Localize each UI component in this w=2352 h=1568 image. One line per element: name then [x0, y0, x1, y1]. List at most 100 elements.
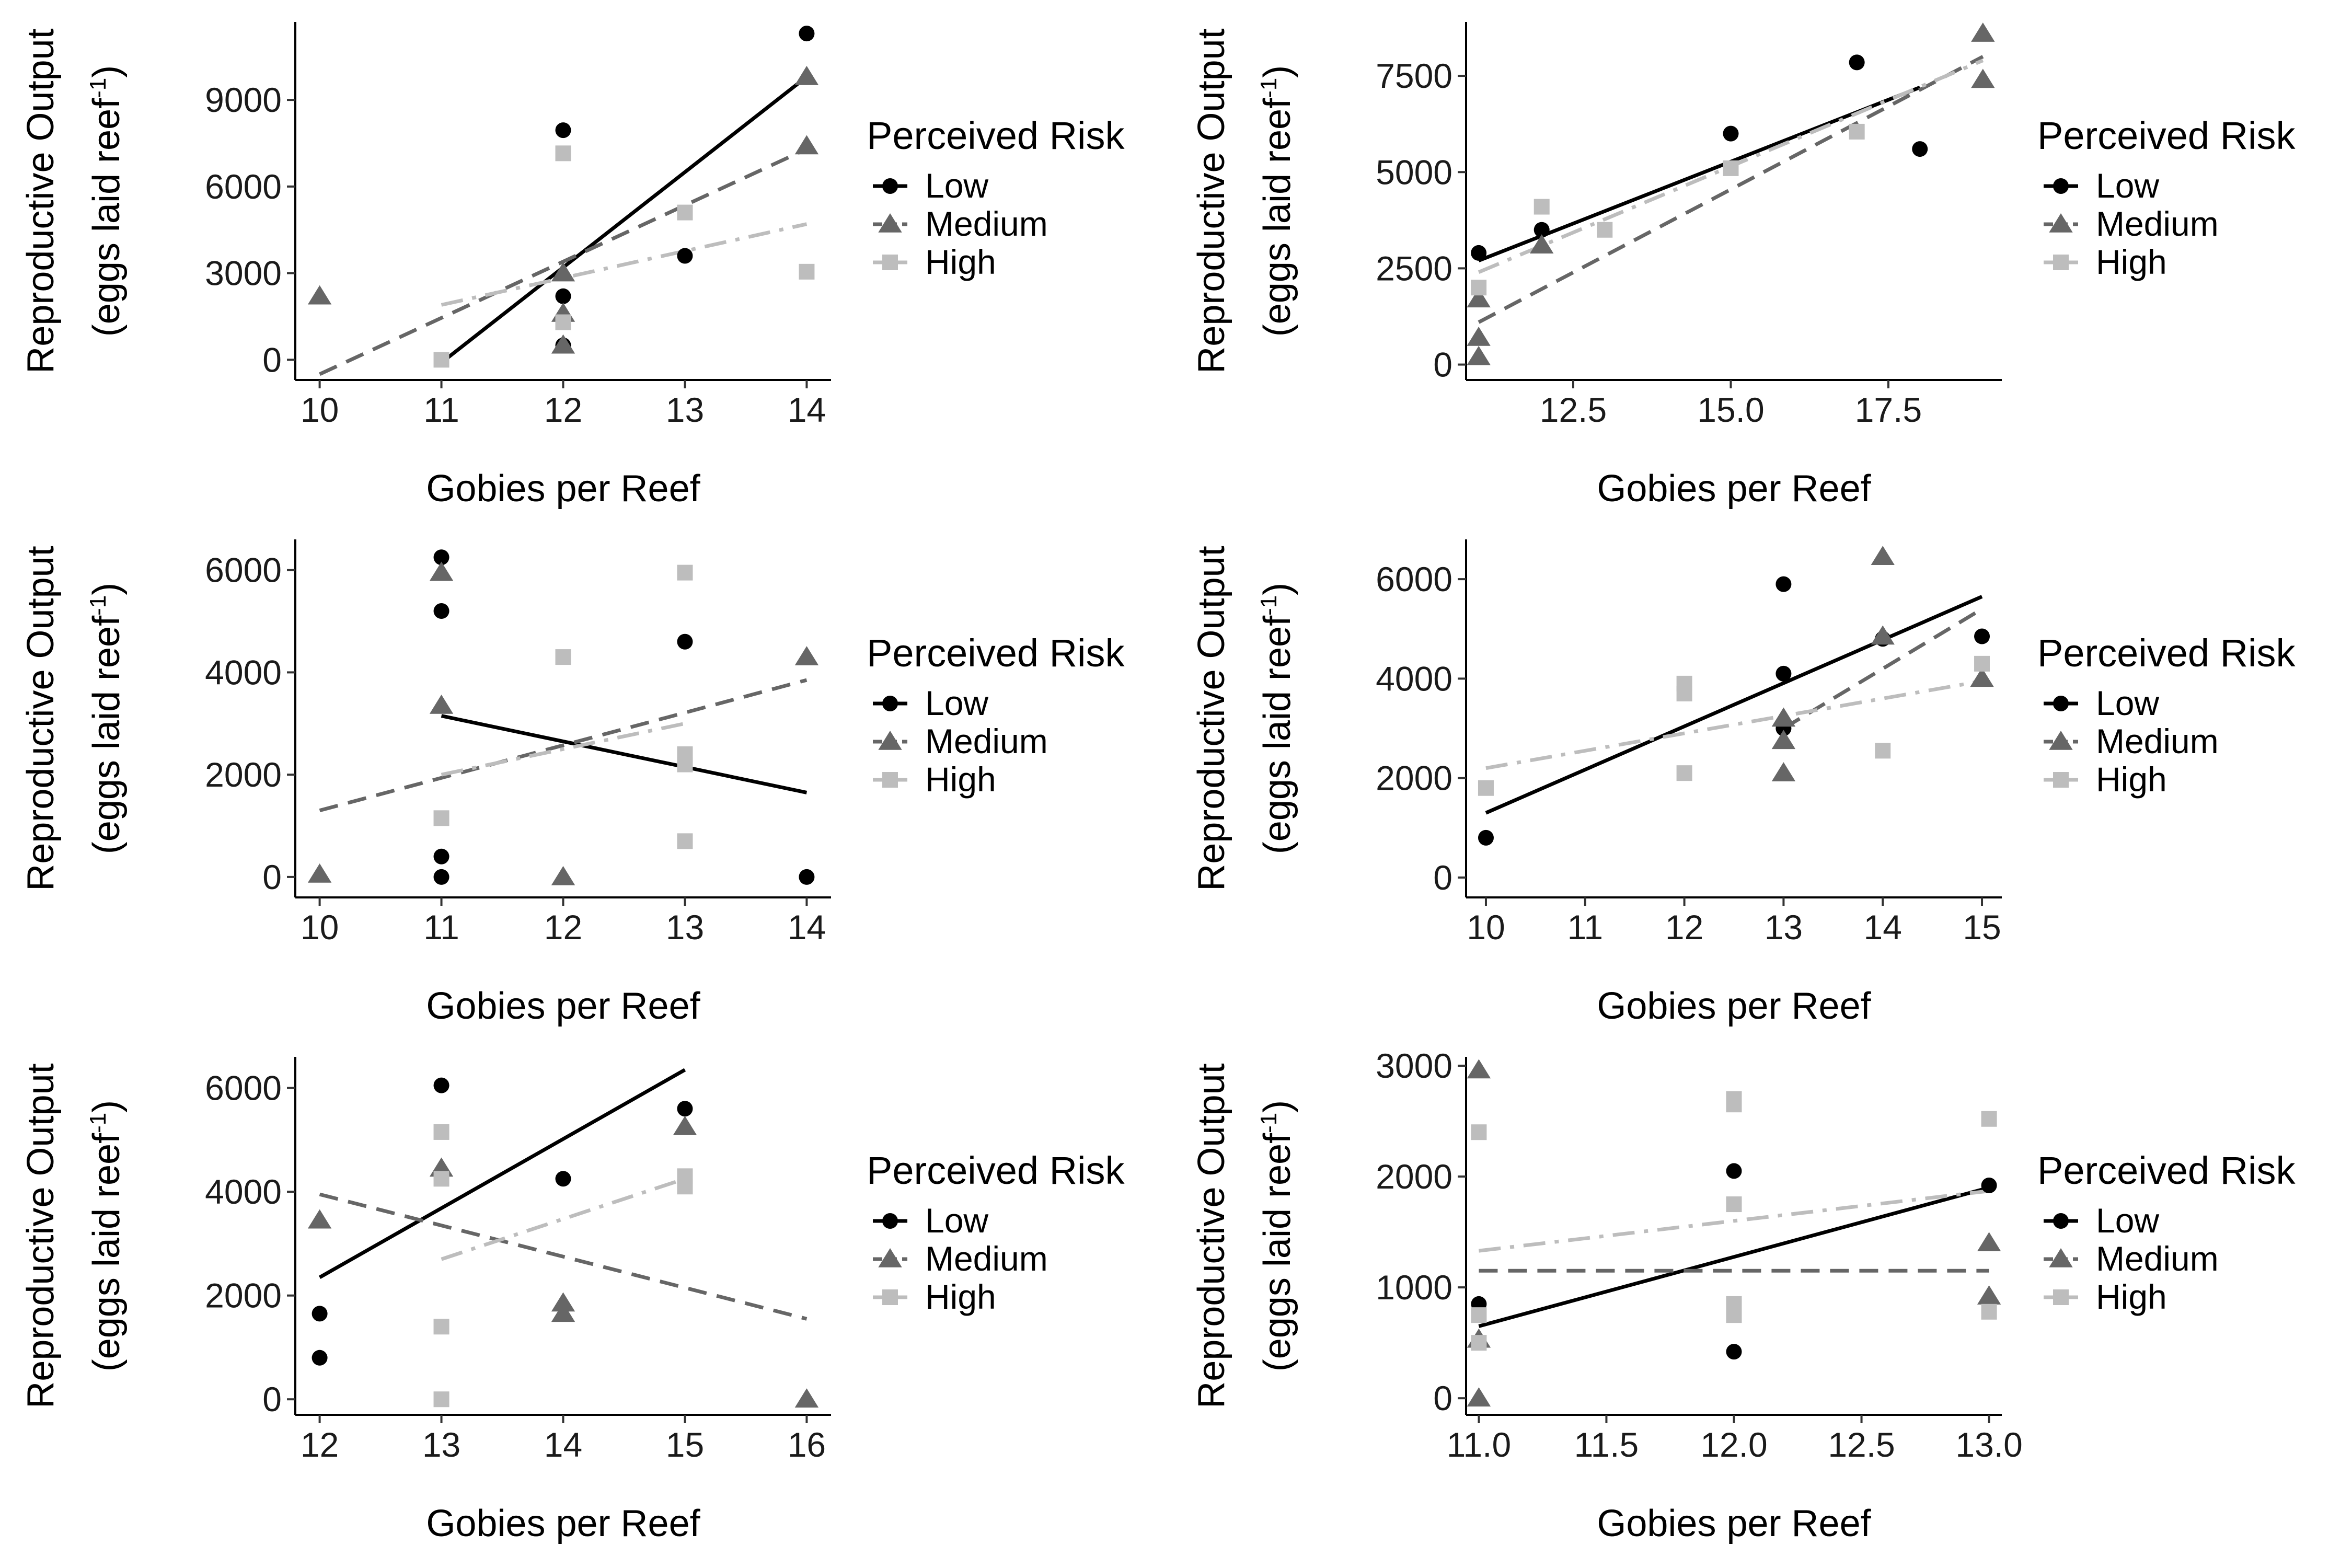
- x-tick-label: 13: [422, 1425, 460, 1464]
- data-point-high: [1471, 1335, 1487, 1351]
- y-axis-title-line2: (eggs laid reef-1): [1256, 65, 1298, 337]
- fit-line-medium: [319, 678, 808, 813]
- panel-middle-right: 10 11 12 13 14 15 0 2000 4000 6000 Gobies per Reef…: [1191, 539, 2296, 1027]
- legend-key-marker-medium: [878, 213, 902, 233]
- data-point-high: [1471, 1307, 1487, 1323]
- fit-line-low: [318, 1068, 686, 1279]
- panel-top-left: 10 11 12 13 14 0 3000 6000 9000 Gobies per Reef Re…: [20, 22, 1125, 510]
- data-point-low: [799, 26, 815, 42]
- x-tick-label: 10: [301, 390, 339, 429]
- x-tick-label: 15: [1963, 908, 2001, 947]
- fit-line-medium: [1478, 55, 1984, 324]
- data-point-low: [1912, 141, 1928, 157]
- data-point-high: [555, 314, 571, 330]
- data-point-high: [433, 1319, 449, 1335]
- y-tick-label: 2000: [205, 1276, 282, 1315]
- legend-key-marker-high: [882, 1289, 898, 1305]
- data-point-low: [677, 1101, 693, 1117]
- data-point-high: [1723, 160, 1739, 176]
- x-tick-label: 15: [666, 1425, 704, 1464]
- data-point-high: [1676, 765, 1692, 781]
- legend-label-medium: Medium: [925, 1239, 1048, 1278]
- fit-line-low: [441, 714, 808, 794]
- data-point-high: [433, 1124, 449, 1140]
- legend-key-marker-low: [882, 696, 898, 711]
- panel-middle-left: 10 11 12 13 14 0 2000 4000 6000 Gobies per Reef Re…: [20, 539, 1125, 1027]
- fit-line-low: [1478, 1185, 1990, 1328]
- data-point-low: [1775, 665, 1792, 682]
- data-point-low: [555, 122, 571, 139]
- x-tick-label: 13: [1765, 908, 1803, 947]
- data-point-high: [1726, 1196, 1742, 1213]
- data-point-low: [433, 869, 449, 885]
- fit-line-low: [440, 75, 808, 364]
- legend-key-marker-low: [2053, 1213, 2069, 1229]
- data-point-medium: [1971, 22, 1995, 42]
- legend-title: Perceived Risk: [2037, 631, 2296, 675]
- y-axis-title-line1: Reproductive Output: [20, 546, 62, 891]
- data-point-medium: [307, 1209, 332, 1229]
- data-point-low: [677, 633, 693, 650]
- data-point-low: [555, 288, 571, 304]
- data-point-medium: [307, 285, 332, 305]
- y-axis-title-line2: (eggs laid reef-1): [85, 65, 128, 337]
- data-point-medium: [551, 262, 575, 282]
- y-axis-title-line1: Reproductive Output: [20, 1063, 62, 1408]
- data-point-medium: [551, 1302, 575, 1322]
- legend-key-marker-low: [882, 1213, 898, 1229]
- y-tick-label: 6000: [205, 551, 282, 590]
- data-point-low: [433, 549, 449, 566]
- x-tick-label: 12.5: [1540, 390, 1607, 429]
- data-point-medium: [429, 695, 454, 714]
- y-axis-title-line2: (eggs laid reef-1): [85, 1100, 128, 1371]
- x-tick-label: 14: [788, 908, 826, 947]
- legend-label-low: Low: [2096, 684, 2159, 722]
- data-point-medium: [1871, 546, 1895, 566]
- data-point-low: [312, 1350, 328, 1366]
- data-point-medium: [429, 561, 454, 581]
- legend-label-medium: Medium: [2096, 1239, 2219, 1278]
- y-tick-label: 3000: [1376, 1046, 1452, 1085]
- legend-key-marker-medium: [878, 731, 902, 750]
- legend-label-low: Low: [2096, 166, 2159, 205]
- x-tick-label: 14: [544, 1425, 582, 1464]
- legend-label-medium: Medium: [2096, 204, 2219, 243]
- legend-title: Perceived Risk: [2037, 1149, 2296, 1192]
- legend-key-marker-high: [882, 255, 898, 270]
- data-point-low: [555, 1171, 571, 1187]
- y-axis-title-line1: Reproductive Output: [1191, 1063, 1232, 1408]
- y-axis-title-line2: (eggs laid reef-1): [1256, 583, 1298, 854]
- legend-label-high: High: [2096, 1277, 2167, 1316]
- fit-line-low: [1485, 595, 1983, 815]
- data-point-high: [1534, 199, 1550, 215]
- data-point-low: [1775, 576, 1792, 592]
- x-tick-label: 11.0: [1447, 1425, 1512, 1464]
- legend-title: Perceived Risk: [867, 1149, 1125, 1192]
- legend-key-marker-low: [2053, 696, 2069, 711]
- legend-label-medium: Medium: [2096, 722, 2219, 760]
- legend-label-medium: Medium: [925, 204, 1048, 243]
- legend-label-high: High: [925, 243, 996, 281]
- x-tick-label: 13.0: [1955, 1425, 2022, 1464]
- data-point-high: [1597, 222, 1613, 238]
- data-point-medium: [1771, 707, 1796, 727]
- data-point-medium: [794, 1388, 819, 1408]
- data-point-low: [1471, 245, 1487, 261]
- data-point-low: [1478, 829, 1494, 846]
- panel-bottom-right: 11.0 11.5 12.0 12.5 13.0 0 1000 2000 3000 Gobies …: [1191, 1046, 2296, 1544]
- x-tick-label: 12.5: [1828, 1425, 1895, 1464]
- data-point-medium: [1971, 68, 1995, 88]
- data-point-high: [1974, 655, 1990, 672]
- legend-key-marker-high: [2053, 772, 2069, 788]
- y-tick-label: 0: [1433, 1379, 1452, 1417]
- y-tick-label: 0: [262, 340, 282, 379]
- legend-key-marker-medium: [2049, 1248, 2073, 1267]
- x-tick-label: 12: [544, 908, 582, 947]
- data-point-high: [1726, 1097, 1742, 1113]
- legend-label-high: High: [925, 760, 996, 799]
- data-point-low: [1534, 222, 1550, 238]
- legend-key-marker-high: [2053, 255, 2069, 270]
- x-axis-title: Gobies per Reef: [1597, 1503, 1871, 1544]
- legend-label-low: Low: [925, 684, 988, 722]
